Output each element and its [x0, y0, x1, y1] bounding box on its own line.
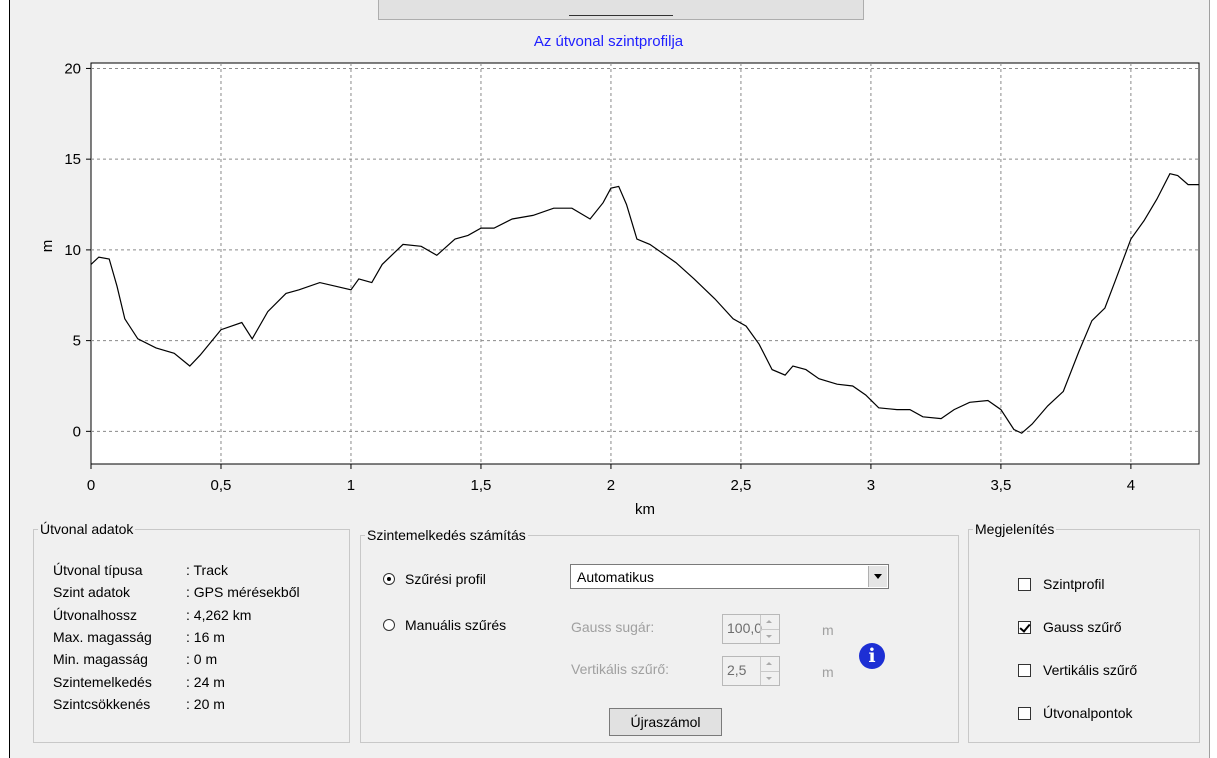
x-axis-label: km: [635, 501, 655, 518]
chevron-down-icon[interactable]: [868, 566, 887, 587]
x-tick-label: 0: [87, 477, 95, 494]
display-option[interactable]: Útvonalpontok: [1018, 705, 1133, 721]
x-tick-label: 0,5: [211, 477, 232, 494]
y-tick-label: 5: [73, 333, 81, 350]
filter-profile-radio[interactable]: Szűrési profil: [383, 571, 486, 587]
recalculate-button[interactable]: Újraszámol: [609, 708, 722, 736]
chart-title: Az útvonal szintprofilja: [533, 33, 684, 50]
display-group: Megjelenítés: [968, 521, 1200, 743]
route-data-row: Útvonal típusa : Track: [53, 562, 343, 580]
manual-filter-radio-dot[interactable]: [383, 619, 395, 631]
gauss-radius-unit: m: [822, 622, 834, 638]
route-data-row: Max. magasság : 16 m: [53, 629, 343, 647]
display-legend: Megjelenítés: [975, 521, 1055, 537]
gauss-radius-stepper[interactable]: 100,0: [722, 614, 780, 644]
route-data-label: Szintcsökkenés: [53, 695, 151, 712]
route-data-label: Útvonalhossz: [53, 606, 138, 623]
manual-filter-radio[interactable]: Manuális szűrés: [383, 617, 506, 633]
route-data-label: Max. magasság: [53, 628, 152, 645]
display-option-checkbox[interactable]: [1018, 620, 1031, 634]
chart-grid: [91, 63, 1199, 464]
y-tick-label: 15: [64, 151, 81, 168]
gauss-radius-label: Gauss sugár:: [571, 619, 655, 635]
profile-select[interactable]: Automatikus: [570, 564, 889, 589]
x-tick-label: 4: [1127, 477, 1135, 494]
route-data-value: : 20 m: [186, 695, 225, 712]
y-axis-ticks: 0 5 10 15 20: [64, 60, 91, 440]
route-data-group: Útvonal adatok: [33, 521, 350, 743]
plot-area: [90, 62, 1200, 465]
route-data-value: : 0 m: [186, 651, 218, 668]
x-tick-label: 2,5: [730, 477, 751, 494]
route-data-label: Szintemelkedés: [53, 673, 152, 690]
route-data-value: : GPS mérésekből: [186, 584, 300, 601]
route-data-label: Min. magasság: [53, 651, 148, 668]
y-axis-label: m: [39, 240, 56, 253]
x-axis-ticks: 0 0,5 1 1,5 2 2,5 3 3,5 4: [87, 464, 1135, 494]
route-data-value: : 16 m: [186, 628, 225, 645]
elevation-chart: 0 5 10 15 20 0 0,5 1 1,5 2 2,5 3 3,5 4 m km: [39, 60, 1200, 518]
series-line-elevation: [90, 173, 1199, 434]
spin-down-icon[interactable]: [761, 629, 779, 643]
display-option-checkbox[interactable]: [1018, 663, 1031, 677]
display-option-checkbox[interactable]: [1018, 706, 1031, 720]
route-data-value: : Track: [186, 562, 229, 578]
top-button[interactable]: [378, 0, 864, 20]
profile-select-value: Automatikus: [577, 569, 655, 585]
display-option-label: Vertikális szűrő: [1043, 662, 1138, 678]
window-right-edge: [1209, 0, 1217, 758]
spin-up-icon[interactable]: [761, 657, 779, 671]
route-data-value: : 4,262 km: [186, 606, 252, 623]
route-data-legend: Útvonal adatok: [40, 521, 134, 537]
x-tick-label: 3,5: [990, 477, 1011, 494]
route-data-value: : 24 m: [186, 673, 225, 690]
display-option-label: Gauss szűrő: [1043, 619, 1122, 635]
vertical-filter-stepper[interactable]: 2,5: [722, 656, 780, 686]
display-option-checkbox[interactable]: [1018, 577, 1031, 591]
spin-down-icon[interactable]: [761, 671, 779, 685]
route-data-row: Szintemelkedés : 24 m: [53, 674, 343, 692]
display-option-label: Szintprofil: [1043, 576, 1105, 592]
display-option-label: Útvonalpontok: [1043, 705, 1133, 721]
route-data-label: Útvonal típusa: [53, 562, 143, 578]
window-left-edge: [0, 0, 10, 758]
route-data-row: Szintcsökkenés : 20 m: [53, 696, 343, 714]
info-icon[interactable]: i: [859, 643, 885, 669]
gauss-radius-value: 100,0: [727, 620, 763, 636]
x-tick-label: 1,5: [471, 477, 492, 494]
x-tick-label: 2: [607, 477, 615, 494]
route-data-row: Min. magasság : 0 m: [53, 651, 343, 669]
x-tick-label: 3: [867, 477, 875, 494]
route-data-row: Útvonalhossz : 4,262 km: [53, 607, 343, 625]
vertical-filter-value: 2,5: [727, 662, 747, 678]
vertical-filter-label: Vertikális szűrő:: [571, 661, 670, 677]
x-tick-label: 1: [347, 477, 355, 494]
filter-profile-label: Szűrési profil: [405, 571, 486, 587]
manual-filter-label: Manuális szűrés: [405, 617, 507, 633]
spin-up-icon[interactable]: [761, 615, 779, 629]
elevation-calc-legend: Szintemelkedés számítás: [367, 527, 526, 543]
display-option[interactable]: Szintprofil: [1018, 576, 1104, 592]
y-tick-label: 0: [73, 423, 81, 440]
display-option[interactable]: Gauss szűrő: [1018, 619, 1122, 635]
y-tick-label: 10: [64, 242, 81, 259]
vertical-filter-unit: m: [822, 664, 834, 680]
y-tick-label: 20: [64, 60, 81, 77]
display-option[interactable]: Vertikális szűrő: [1018, 662, 1137, 678]
route-data-label: Szint adatok: [53, 584, 131, 601]
route-data-row: Szint adatok : GPS mérésekből: [53, 584, 343, 602]
elevation-calc-group: Szintemelkedés számítás: [360, 527, 959, 743]
filter-profile-radio-dot[interactable]: [383, 573, 395, 585]
